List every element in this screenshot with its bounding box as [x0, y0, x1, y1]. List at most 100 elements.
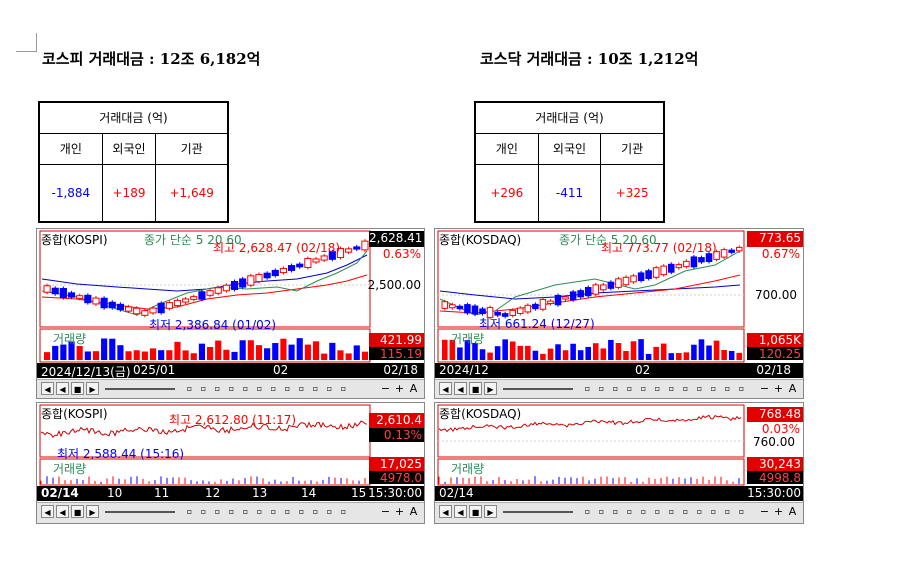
first-icon[interactable]: ◀ — [41, 505, 54, 518]
value-foreign: +189 — [101, 163, 157, 223]
tool-icon[interactable]: ▫ — [710, 507, 717, 516]
zoom-in-icon[interactable]: − — [759, 505, 770, 518]
tool-icon[interactable]: ▫ — [186, 384, 193, 393]
tool-icon[interactable]: ▫ — [598, 507, 605, 516]
font-icon[interactable]: A — [788, 382, 797, 395]
tool-icon[interactable]: ▫ — [326, 384, 333, 393]
tool-icon[interactable]: ▫ — [340, 507, 347, 516]
add-icon[interactable]: + — [394, 505, 405, 518]
tool-icon[interactable]: ▫ — [270, 384, 277, 393]
prev-icon[interactable]: ◀ — [454, 505, 467, 518]
prev-icon[interactable]: ◀ — [454, 382, 467, 395]
volume-bar — [525, 345, 531, 360]
tool-icon[interactable]: ▫ — [242, 384, 249, 393]
scroll-slider[interactable] — [503, 388, 573, 390]
scroll-slider[interactable] — [105, 388, 175, 390]
zoom-in-icon[interactable]: − — [380, 505, 391, 518]
tool-icon[interactable]: ▫ — [612, 507, 619, 516]
volume-bar — [44, 352, 51, 360]
tool-icon[interactable]: ▫ — [340, 384, 347, 393]
current-price: 773.65 — [747, 231, 803, 247]
tool-icon[interactable]: ▫ — [584, 384, 591, 393]
tool-icon[interactable]: ▫ — [724, 384, 731, 393]
volume-bar — [487, 352, 493, 360]
tool-icon[interactable]: ▫ — [668, 507, 675, 516]
first-icon[interactable]: ◀ — [439, 382, 452, 395]
tool-icon[interactable]: ▫ — [724, 507, 731, 516]
tool-icon[interactable]: ▫ — [682, 384, 689, 393]
tool-icon[interactable]: ▫ — [640, 384, 647, 393]
tool-icon[interactable]: ▫ — [654, 384, 661, 393]
tool-icon[interactable]: ▫ — [696, 384, 703, 393]
prev-icon[interactable]: ◀ — [56, 382, 69, 395]
add-icon[interactable]: + — [773, 505, 784, 518]
first-icon[interactable]: ◀ — [41, 382, 54, 395]
stop-icon[interactable]: ■ — [71, 505, 84, 518]
tool-icon[interactable]: ▫ — [228, 384, 235, 393]
tool-icon[interactable]: ▫ — [654, 507, 661, 516]
tool-icon[interactable]: ▫ — [186, 507, 193, 516]
tool-icon[interactable]: ▫ — [242, 507, 249, 516]
kospi-daily-canvas — [39, 230, 371, 363]
tool-icon[interactable]: ▫ — [326, 507, 333, 516]
volume-bar — [593, 343, 599, 360]
tool-icon[interactable]: ▫ — [598, 384, 605, 393]
tool-icon[interactable]: ▫ — [284, 384, 291, 393]
tool-icon[interactable]: ▫ — [710, 384, 717, 393]
time-label-5: 14 — [301, 486, 317, 500]
tool-icon[interactable]: ▫ — [626, 384, 633, 393]
tool-icon[interactable]: ▫ — [584, 507, 591, 516]
next-icon[interactable]: ▶ — [484, 505, 497, 518]
scroll-slider[interactable] — [503, 511, 573, 513]
stop-icon[interactable]: ■ — [71, 382, 84, 395]
tool-icon[interactable]: ▫ — [270, 507, 277, 516]
tool-icon[interactable]: ▫ — [682, 507, 689, 516]
next-icon[interactable]: ▶ — [86, 382, 99, 395]
tool-icon[interactable]: ▫ — [738, 384, 745, 393]
date-end: 02/18 — [756, 363, 791, 377]
stop-icon[interactable]: ■ — [469, 382, 482, 395]
next-icon[interactable]: ▶ — [86, 505, 99, 518]
add-icon[interactable]: + — [394, 382, 405, 395]
tool-icon[interactable]: ▫ — [298, 384, 305, 393]
zoom-in-icon[interactable]: − — [759, 382, 770, 395]
kosdaq-intraday-chart[interactable]: 종합(KOSDAQ) 768.48 0.03% 760.00 거래량 30,24… — [434, 402, 804, 524]
volume-bar — [117, 345, 124, 360]
kospi-intraday-chart[interactable]: 종합(KOSPI) 최고 2,612.80 (11:17) 최저 2,588.4… — [36, 402, 425, 524]
zoom-in-icon[interactable]: − — [380, 382, 391, 395]
font-icon[interactable]: A — [788, 505, 797, 518]
volume-bar — [472, 342, 478, 360]
scroll-slider[interactable] — [105, 511, 175, 513]
first-icon[interactable]: ◀ — [439, 505, 452, 518]
prev-icon[interactable]: ◀ — [56, 505, 69, 518]
tool-icon[interactable]: ▫ — [256, 384, 263, 393]
tool-icon[interactable]: ▫ — [284, 507, 291, 516]
font-icon[interactable]: A — [409, 382, 418, 395]
tool-icon[interactable]: ▫ — [312, 507, 319, 516]
tool-icon[interactable]: ▫ — [200, 507, 207, 516]
tool-icon[interactable]: ▫ — [612, 384, 619, 393]
tool-icon[interactable]: ▫ — [214, 384, 221, 393]
tool-icon[interactable]: ▫ — [668, 384, 675, 393]
tool-icon[interactable]: ▫ — [626, 507, 633, 516]
tool-icon[interactable]: ▫ — [738, 507, 745, 516]
volume-bar — [215, 340, 222, 360]
tool-icon[interactable]: ▫ — [256, 507, 263, 516]
header-individual: 개인 — [474, 132, 539, 165]
tool-icon[interactable]: ▫ — [200, 384, 207, 393]
tool-icon[interactable]: ▫ — [312, 384, 319, 393]
stop-icon[interactable]: ■ — [469, 505, 482, 518]
volume-bar — [494, 346, 501, 360]
add-icon[interactable]: + — [773, 382, 784, 395]
tool-icon[interactable]: ▫ — [640, 507, 647, 516]
kosdaq-daily-chart[interactable]: 종합(KOSDAQ) 종가 단순 5 20 60 최고 773.77 (02/1… — [434, 228, 804, 399]
time-label-0: 02/14 — [439, 486, 474, 500]
font-icon[interactable]: A — [409, 505, 418, 518]
next-icon[interactable]: ▶ — [484, 382, 497, 395]
volume-bar — [329, 342, 336, 360]
tool-icon[interactable]: ▫ — [228, 507, 235, 516]
kospi-daily-chart[interactable]: 종합(KOSPI) 종가 단순 5 20 60 최고 2,628.47 (02/… — [36, 228, 425, 399]
tool-icon[interactable]: ▫ — [214, 507, 221, 516]
tool-icon[interactable]: ▫ — [298, 507, 305, 516]
tool-icon[interactable]: ▫ — [696, 507, 703, 516]
